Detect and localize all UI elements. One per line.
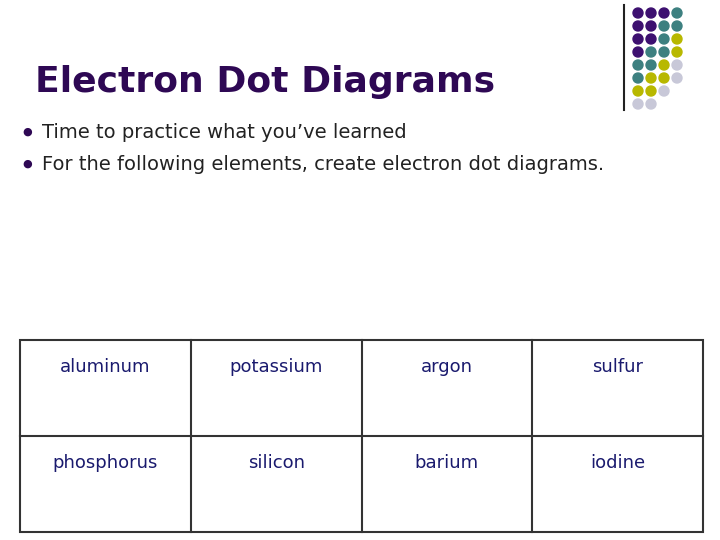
- Text: aluminum: aluminum: [60, 358, 150, 376]
- Text: For the following elements, create electron dot diagrams.: For the following elements, create elect…: [42, 154, 604, 173]
- Text: argon: argon: [421, 358, 473, 376]
- Circle shape: [633, 21, 643, 31]
- Text: ●: ●: [22, 127, 32, 137]
- Text: ●: ●: [22, 159, 32, 169]
- Circle shape: [633, 99, 643, 109]
- Text: potassium: potassium: [230, 358, 323, 376]
- Bar: [20, 340, 703, 532]
- Circle shape: [672, 73, 682, 83]
- Circle shape: [659, 8, 669, 18]
- Circle shape: [633, 73, 643, 83]
- Circle shape: [672, 47, 682, 57]
- Circle shape: [633, 86, 643, 96]
- Circle shape: [659, 21, 669, 31]
- Circle shape: [633, 60, 643, 70]
- Circle shape: [672, 8, 682, 18]
- Circle shape: [659, 86, 669, 96]
- Circle shape: [672, 34, 682, 44]
- Circle shape: [659, 60, 669, 70]
- Text: phosphorus: phosphorus: [53, 454, 158, 472]
- Circle shape: [646, 34, 656, 44]
- Circle shape: [633, 34, 643, 44]
- Text: barium: barium: [415, 454, 479, 472]
- Circle shape: [633, 8, 643, 18]
- Text: Time to practice what you’ve learned: Time to practice what you’ve learned: [42, 123, 407, 141]
- Circle shape: [646, 21, 656, 31]
- Circle shape: [646, 99, 656, 109]
- Circle shape: [646, 86, 656, 96]
- Circle shape: [633, 47, 643, 57]
- Circle shape: [646, 47, 656, 57]
- Text: iodine: iodine: [590, 454, 645, 472]
- Circle shape: [646, 60, 656, 70]
- Circle shape: [646, 8, 656, 18]
- Text: sulfur: sulfur: [592, 358, 643, 376]
- Circle shape: [646, 73, 656, 83]
- Circle shape: [672, 21, 682, 31]
- Circle shape: [659, 34, 669, 44]
- Circle shape: [659, 73, 669, 83]
- Circle shape: [659, 47, 669, 57]
- Text: silicon: silicon: [248, 454, 305, 472]
- Circle shape: [672, 60, 682, 70]
- Text: Electron Dot Diagrams: Electron Dot Diagrams: [35, 65, 495, 99]
